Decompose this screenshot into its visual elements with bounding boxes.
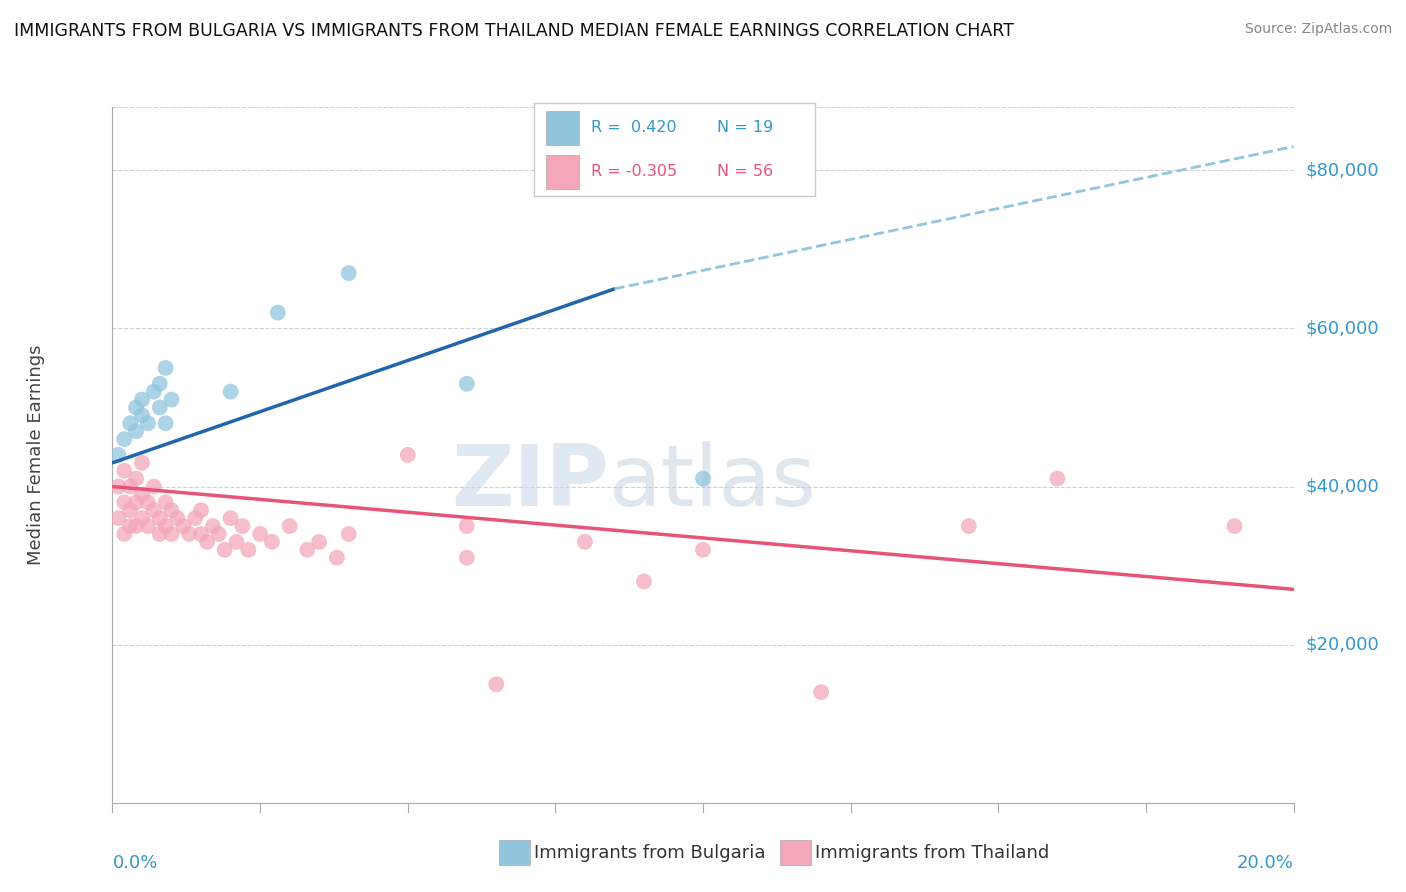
Point	[131, 392, 153, 407]
Point	[267, 305, 290, 319]
Point	[172, 519, 194, 533]
Point	[208, 527, 231, 541]
Point	[456, 550, 478, 565]
Text: Immigrants from Bulgaria: Immigrants from Bulgaria	[534, 844, 766, 862]
Point	[337, 266, 360, 280]
Point	[125, 424, 148, 438]
Point	[201, 519, 224, 533]
Point	[149, 376, 172, 391]
Point	[112, 495, 135, 509]
Point	[810, 685, 832, 699]
Point	[308, 535, 330, 549]
Text: Source: ZipAtlas.com: Source: ZipAtlas.com	[1244, 22, 1392, 37]
Point	[125, 495, 148, 509]
Point	[160, 392, 183, 407]
Point	[142, 384, 165, 399]
Text: 20.0%: 20.0%	[1237, 855, 1294, 872]
Point	[190, 503, 212, 517]
Point	[219, 384, 242, 399]
Point	[155, 519, 177, 533]
Point	[107, 448, 129, 462]
Text: atlas: atlas	[609, 442, 817, 524]
Point	[142, 503, 165, 517]
Bar	[546, 155, 579, 189]
Point	[131, 456, 153, 470]
Point	[249, 527, 271, 541]
Point	[149, 401, 172, 415]
Point	[160, 527, 183, 541]
Text: 0.0%: 0.0%	[112, 855, 157, 872]
Point	[633, 574, 655, 589]
Point	[120, 417, 142, 431]
Point	[125, 472, 148, 486]
Text: R = -0.305: R = -0.305	[591, 164, 676, 179]
Point	[692, 472, 714, 486]
Text: R =  0.420: R = 0.420	[591, 120, 676, 136]
Point	[238, 542, 260, 557]
Point	[485, 677, 508, 691]
Point	[574, 535, 596, 549]
Point	[225, 535, 247, 549]
Point	[112, 527, 135, 541]
Point	[166, 511, 188, 525]
Point	[195, 535, 218, 549]
Text: $60,000: $60,000	[1305, 319, 1379, 337]
Point	[231, 519, 253, 533]
Point	[142, 479, 165, 493]
Point	[155, 361, 177, 376]
Point	[1046, 472, 1069, 486]
Point	[179, 527, 201, 541]
Point	[214, 542, 236, 557]
Point	[131, 487, 153, 501]
Point	[184, 511, 207, 525]
Point	[190, 527, 212, 541]
Point	[125, 401, 148, 415]
Point	[136, 519, 159, 533]
Point	[149, 527, 172, 541]
Text: $40,000: $40,000	[1305, 477, 1379, 496]
Point	[260, 535, 283, 549]
Point	[107, 479, 129, 493]
Point	[160, 503, 183, 517]
Point	[337, 527, 360, 541]
Point	[155, 417, 177, 431]
Point	[112, 464, 135, 478]
Point	[1223, 519, 1246, 533]
Point	[326, 550, 349, 565]
Point	[131, 409, 153, 423]
Point	[692, 542, 714, 557]
Point	[155, 495, 177, 509]
Point	[120, 519, 142, 533]
Point	[120, 479, 142, 493]
Text: ZIP: ZIP	[451, 442, 609, 524]
Point	[120, 503, 142, 517]
Text: N = 19: N = 19	[717, 120, 773, 136]
Point	[297, 542, 319, 557]
Point	[136, 417, 159, 431]
Point	[219, 511, 242, 525]
Bar	[546, 111, 579, 145]
Point	[136, 495, 159, 509]
Point	[957, 519, 980, 533]
Text: N = 56: N = 56	[717, 164, 773, 179]
Point	[149, 511, 172, 525]
Text: Immigrants from Thailand: Immigrants from Thailand	[815, 844, 1050, 862]
Text: $80,000: $80,000	[1305, 161, 1379, 179]
Text: Median Female Earnings: Median Female Earnings	[27, 344, 45, 566]
Point	[112, 432, 135, 446]
Point	[107, 511, 129, 525]
Point	[278, 519, 301, 533]
Point	[125, 519, 148, 533]
Text: IMMIGRANTS FROM BULGARIA VS IMMIGRANTS FROM THAILAND MEDIAN FEMALE EARNINGS CORR: IMMIGRANTS FROM BULGARIA VS IMMIGRANTS F…	[14, 22, 1014, 40]
Point	[131, 511, 153, 525]
Point	[456, 519, 478, 533]
Point	[456, 376, 478, 391]
Point	[396, 448, 419, 462]
Text: $20,000: $20,000	[1305, 636, 1379, 654]
